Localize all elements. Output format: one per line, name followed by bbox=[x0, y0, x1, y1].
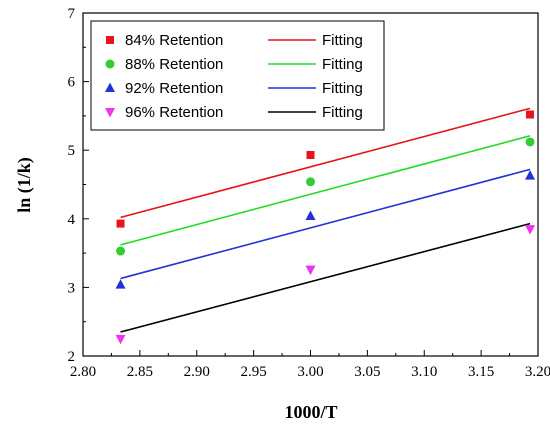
axis-ticks: 2.80 2.85 2.90 2.95 3.00 3.05 3.10 3.15 3.20 2 3 4 5… bbox=[68, 6, 550, 380]
y-tick-label: 2 bbox=[68, 349, 76, 365]
data-point-series-1 bbox=[116, 246, 126, 256]
legend-marker-2 bbox=[105, 82, 115, 92]
legend-marker-0 bbox=[106, 36, 114, 44]
y-tick-label: 6 bbox=[68, 75, 76, 91]
x-tick-label: 3.00 bbox=[297, 364, 323, 380]
legend-fit-label: Fitting bbox=[322, 32, 363, 49]
x-tick-label: 2.80 bbox=[70, 364, 96, 380]
legend-series-label: 84% Retention bbox=[125, 32, 223, 49]
y-axis-title: ln (1/k) bbox=[14, 157, 35, 213]
y-tick-label: 5 bbox=[68, 143, 76, 159]
x-tick-label: 2.95 bbox=[241, 364, 267, 380]
legend-marker-1 bbox=[105, 59, 115, 69]
data-point-series-1 bbox=[525, 137, 535, 147]
y-tick-label: 3 bbox=[68, 280, 76, 296]
x-tick-label: 2.85 bbox=[127, 364, 153, 380]
x-tick-label: 2.90 bbox=[184, 364, 210, 380]
legend-fit-label: Fitting bbox=[322, 104, 363, 121]
fit-line-3 bbox=[120, 222, 531, 333]
y-tick-label: 4 bbox=[68, 212, 76, 228]
data-point-series-3 bbox=[305, 265, 316, 276]
data-point-series-0 bbox=[526, 110, 535, 119]
data-point-series-0 bbox=[306, 151, 315, 160]
fit-line-2 bbox=[120, 168, 531, 280]
x-tick-label: 3.20 bbox=[525, 364, 550, 380]
legend-fit-label: Fitting bbox=[322, 56, 363, 73]
y-tick-label: 7 bbox=[68, 6, 76, 22]
fit-line-1 bbox=[120, 135, 531, 246]
legend-series-label: 96% Retention bbox=[125, 104, 223, 121]
data-point-series-3 bbox=[115, 334, 126, 345]
legend-box bbox=[90, 20, 385, 131]
x-axis-title: 1000/T bbox=[284, 402, 337, 422]
data-points bbox=[115, 110, 536, 345]
legend: 84% Retention Fitting 88% Retention Fitting… bbox=[90, 20, 385, 131]
x-tick-label: 3.05 bbox=[354, 364, 380, 380]
data-point-series-2 bbox=[525, 170, 536, 180]
legend-fit-label: Fitting bbox=[322, 80, 363, 97]
plot-frame bbox=[82, 12, 539, 357]
legend-marker-3 bbox=[105, 108, 115, 118]
data-point-series-2 bbox=[115, 279, 126, 289]
x-tick-label: 3.15 bbox=[468, 364, 494, 380]
legend-series-label: 92% Retention bbox=[125, 80, 223, 97]
data-point-series-3 bbox=[525, 225, 536, 235]
fit-line-0 bbox=[120, 107, 531, 219]
data-point-series-2 bbox=[305, 210, 316, 221]
fit-lines bbox=[120, 107, 531, 333]
x-tick-label: 3.10 bbox=[411, 364, 437, 380]
legend-series-label: 88% Retention bbox=[125, 56, 223, 73]
data-point-series-0 bbox=[116, 219, 125, 228]
data-point-series-1 bbox=[306, 177, 315, 187]
